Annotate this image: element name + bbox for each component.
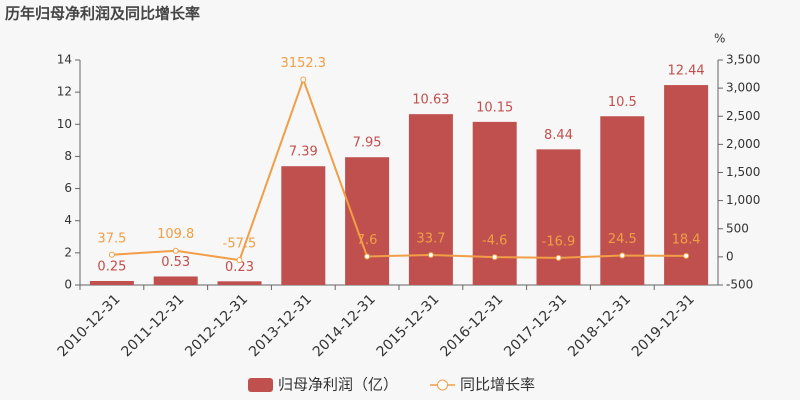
x-tick-label: 2010-12-31 xyxy=(55,291,124,360)
y2-tick-label: 1,000 xyxy=(726,193,760,207)
line-point xyxy=(491,254,498,261)
y-tick-label: 6 xyxy=(64,181,72,195)
line-value-label: -57.5 xyxy=(223,237,257,252)
bar-value-label: 0.23 xyxy=(225,260,254,275)
x-tick-label: 2015-12-31 xyxy=(374,291,443,360)
y2-tick-label: 2,000 xyxy=(726,137,760,151)
bar-value-label: 7.95 xyxy=(353,136,382,151)
line-value-label: 37.5 xyxy=(97,231,126,246)
x-tick-label: 2019-12-31 xyxy=(629,291,698,360)
line xyxy=(111,76,687,262)
y2-tick-label: 2,500 xyxy=(726,109,760,123)
bar xyxy=(281,166,326,285)
bar xyxy=(600,116,645,285)
y2-tick-label: 1,500 xyxy=(726,165,760,179)
x-tick-label: 2013-12-31 xyxy=(246,291,315,360)
bar-value-label: 10.5 xyxy=(608,95,637,110)
bar-value-label: 10.63 xyxy=(412,93,449,108)
bar xyxy=(408,114,453,286)
y2-tick-label: 0 xyxy=(726,249,734,263)
line-value-label: 24.5 xyxy=(608,232,637,247)
line-point xyxy=(683,252,690,259)
y2-tick-label: -500 xyxy=(726,278,753,292)
line-point xyxy=(108,251,115,258)
y-tick-label: 0 xyxy=(64,278,72,292)
bar-value-label: 10.15 xyxy=(476,100,513,115)
line-value-label: -4.6 xyxy=(482,234,507,249)
y-tick-label: 2 xyxy=(64,245,72,259)
line-value-label: 18.4 xyxy=(672,232,701,247)
line-point xyxy=(172,247,179,254)
bar xyxy=(536,149,581,285)
bar xyxy=(217,281,262,285)
chart-title: 历年归母净利润及同比增长率 xyxy=(5,5,200,23)
bar-value-label: 12.44 xyxy=(667,64,704,79)
y-tick-label: 12 xyxy=(57,85,72,99)
bar xyxy=(472,121,517,285)
legend-label: 归母净利润（亿） xyxy=(278,376,398,394)
x-tick-label: 2017-12-31 xyxy=(501,291,570,360)
x-tick-label: 2011-12-31 xyxy=(119,291,188,360)
bar-value-label: 8.44 xyxy=(544,128,573,143)
x-tick-label: 2016-12-31 xyxy=(438,291,507,360)
y-tick-label: 4 xyxy=(64,213,72,227)
bar xyxy=(664,85,709,285)
line-value-label: -16.9 xyxy=(542,234,576,249)
line-value-label: 109.8 xyxy=(157,227,194,242)
line-point xyxy=(427,251,434,258)
line-point xyxy=(236,257,243,264)
y-tick-label: 8 xyxy=(64,149,72,163)
legend-label: 同比增长率 xyxy=(460,376,535,394)
legend-swatch xyxy=(248,378,273,392)
line-value-label: 33.7 xyxy=(416,231,445,246)
bar xyxy=(345,157,390,285)
line-value-label: 7.6 xyxy=(357,233,378,248)
bar xyxy=(153,276,198,285)
bar-value-label: 7.39 xyxy=(289,145,318,160)
line-point xyxy=(300,76,307,83)
y2-tick-label: 3,500 xyxy=(726,53,760,67)
y2-axis-label: % xyxy=(714,32,725,46)
x-tick-label: 2014-12-31 xyxy=(310,291,379,360)
bar xyxy=(89,280,134,285)
line-point xyxy=(619,252,626,259)
line-value-label: 3152.3 xyxy=(281,56,327,71)
bar-value-label: 0.53 xyxy=(161,255,190,270)
line-point xyxy=(364,253,371,260)
x-tick-label: 2018-12-31 xyxy=(565,291,634,360)
y2-tick-label: 3,000 xyxy=(726,81,760,95)
y-tick-label: 14 xyxy=(57,53,72,67)
line-point xyxy=(555,254,562,261)
x-tick-label: 2012-12-31 xyxy=(182,291,251,360)
legend-swatch xyxy=(437,379,448,391)
bar-value-label: 0.25 xyxy=(97,259,126,274)
y2-tick-label: 500 xyxy=(726,221,749,235)
y-tick-label: 10 xyxy=(57,117,72,131)
